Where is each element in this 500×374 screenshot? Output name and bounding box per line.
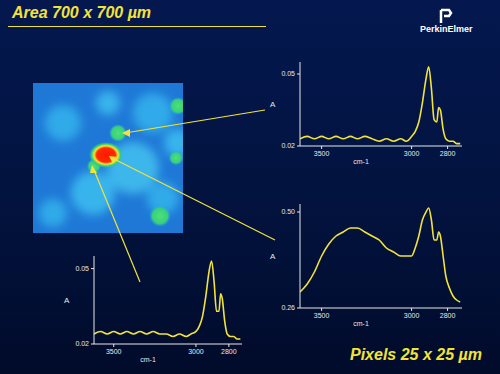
svg-text:3500: 3500: [314, 150, 330, 157]
svg-text:A: A: [64, 296, 70, 305]
svg-text:cm-1: cm-1: [353, 320, 369, 327]
svg-text:A: A: [270, 100, 276, 109]
svg-text:2800: 2800: [440, 150, 456, 157]
html-text:PerkinElmer: PerkinElmer: [420, 24, 473, 34]
svg-text:0.02: 0.02: [75, 340, 89, 347]
svg-text:2800: 2800: [440, 312, 456, 319]
svg-text:3000: 3000: [188, 348, 204, 355]
svg-text:0.02: 0.02: [281, 142, 295, 149]
svg-text:cm-1: cm-1: [353, 158, 369, 165]
svg-text:cm-1: cm-1: [140, 356, 156, 363]
svg-text:2800: 2800: [221, 348, 237, 355]
svg-text:3000: 3000: [404, 150, 420, 157]
svg-text:0.05: 0.05: [281, 70, 295, 77]
svg-text:A: A: [270, 252, 276, 261]
svg-text:3500: 3500: [106, 348, 122, 355]
html-text:Pixels 25 x 25 µm: Pixels 25 x 25 µm: [350, 346, 482, 363]
svg-text:0.26: 0.26: [281, 304, 295, 311]
svg-text:3500: 3500: [314, 312, 330, 319]
html-text:Area 700 x 700 µm: Area 700 x 700 µm: [12, 4, 152, 21]
svg-text:0.50: 0.50: [281, 208, 295, 215]
svg-text:0.05: 0.05: [75, 265, 89, 272]
svg-text:3000: 3000: [404, 312, 420, 319]
